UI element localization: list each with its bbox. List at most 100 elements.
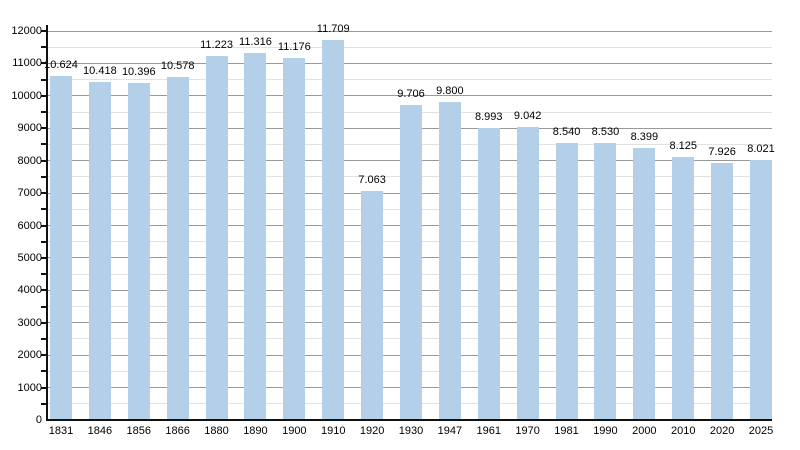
- bar-value-label: 11.316: [239, 36, 272, 49]
- y-axis-tick: [41, 224, 47, 227]
- y-axis-tick: [41, 305, 47, 308]
- y-axis-tick-label: 11000: [12, 57, 42, 70]
- x-axis-tick-label: 1846: [87, 425, 113, 437]
- bar: [516, 126, 539, 420]
- y-axis-tick: [41, 159, 47, 162]
- bar: [361, 191, 384, 420]
- x-axis-line: [46, 419, 772, 421]
- bar: [322, 40, 345, 420]
- x-axis-tick-label: 1947: [437, 425, 463, 437]
- bar: [400, 105, 422, 420]
- y-axis-tick-label: 2000: [17, 349, 42, 362]
- x-axis-tick-label: 1920: [359, 425, 385, 437]
- bar: [672, 156, 695, 420]
- y-axis-tick: [41, 256, 47, 259]
- y-axis-tick: [41, 386, 47, 389]
- bar: [750, 159, 772, 420]
- bar-value-label: 8.540: [552, 126, 581, 139]
- bar: [127, 82, 150, 420]
- y-axis-tick: [41, 111, 47, 114]
- bar: [50, 75, 72, 420]
- y-axis-tick: [41, 273, 47, 276]
- x-axis-tick-label: 1831: [48, 425, 74, 437]
- bar: [88, 82, 111, 420]
- x-axis-tick-label: 1970: [515, 425, 540, 437]
- x-axis-tick-label: 1930: [398, 425, 424, 437]
- y-axis-tick: [41, 30, 47, 32]
- y-axis-tick: [41, 62, 47, 65]
- y-gridline-minor: [48, 79, 772, 81]
- y-axis-tick: [41, 192, 47, 195]
- y-axis-tick-label: 6000: [17, 219, 42, 232]
- x-axis-tick-label: 1856: [126, 425, 151, 437]
- x-axis-tick-label: 1890: [243, 425, 268, 437]
- x-axis-tick-label: 2025: [748, 425, 774, 437]
- y-gridline-major: [48, 95, 772, 97]
- y-axis-tick: [41, 337, 47, 340]
- bar: [477, 128, 500, 420]
- y-axis-tick-label: 5000: [17, 251, 42, 264]
- y-gridline-major: [48, 62, 772, 64]
- y-axis-tick-label: 7000: [17, 187, 42, 200]
- bar: [205, 56, 228, 420]
- bar-value-label: 9.042: [513, 109, 542, 122]
- y-gridline-minor: [48, 46, 772, 48]
- bar-value-label: 7.926: [708, 146, 736, 159]
- bar-value-label: 10.396: [121, 65, 156, 78]
- y-axis-tick-label: 1000: [17, 381, 42, 394]
- bar: [711, 163, 734, 420]
- bar: [438, 102, 461, 420]
- y-axis-tick: [41, 94, 47, 97]
- y-axis-tick: [41, 46, 47, 49]
- y-axis-tick: [41, 240, 47, 243]
- bar-value-label: 11.176: [277, 40, 311, 53]
- y-axis-tick-label: 12000: [11, 25, 42, 37]
- y-axis-tick-label: 9000: [17, 122, 42, 135]
- bar-value-label: 10.624: [44, 58, 78, 71]
- bar: [244, 53, 267, 420]
- x-axis-tick-label: 2000: [632, 425, 657, 437]
- bar-value-label: 7.063: [358, 174, 386, 187]
- x-axis-tick-label: 1910: [320, 425, 346, 437]
- y-axis-tick-label: 4000: [17, 284, 42, 297]
- y-axis-tick: [41, 208, 47, 211]
- y-axis-tick-label: 0: [35, 414, 42, 426]
- y-axis-tick: [41, 143, 47, 146]
- bar-value-label: 9.706: [397, 88, 425, 101]
- x-axis-tick-label: 1880: [204, 425, 229, 437]
- x-axis-tick-label: 1866: [165, 425, 190, 437]
- y-axis-tick: [41, 127, 47, 130]
- bar: [283, 57, 306, 420]
- bar-value-label: 8.399: [630, 130, 659, 143]
- bar: [166, 77, 189, 420]
- bar-value-label: 11.709: [316, 23, 350, 36]
- x-axis-tick-label: 1900: [282, 425, 307, 437]
- y-axis-tick: [41, 78, 47, 81]
- x-axis-tick-label: 1990: [593, 425, 618, 437]
- bar-value-label: 8.021: [747, 142, 775, 155]
- y-axis-line: [46, 25, 48, 421]
- y-gridline-major: [48, 30, 772, 32]
- bar-value-label: 9.800: [436, 85, 464, 98]
- y-axis-tick-label: 10000: [11, 89, 42, 102]
- x-axis-tick-label: 2010: [670, 425, 696, 437]
- y-axis-tick: [41, 354, 47, 357]
- y-axis-tick: [41, 289, 47, 292]
- x-axis-tick-label: 1961: [476, 425, 501, 437]
- y-axis-tick-label: 8000: [17, 154, 42, 167]
- bar: [594, 143, 617, 420]
- bar-value-label: 11.223: [200, 39, 233, 52]
- bar: [633, 147, 656, 420]
- bar-value-label: 10.418: [83, 65, 117, 78]
- bar-value-label: 10.578: [160, 60, 195, 73]
- y-axis-tick-label: 3000: [17, 316, 42, 329]
- y-axis-tick: [41, 175, 47, 178]
- bar-value-label: 8.993: [475, 111, 503, 124]
- bar-value-label: 8.530: [591, 126, 620, 139]
- x-axis-tick-label: 2020: [709, 425, 735, 437]
- y-axis-tick: [41, 321, 47, 324]
- y-axis-tick: [41, 370, 47, 373]
- y-axis-tick: [41, 402, 47, 405]
- bar: [555, 143, 578, 420]
